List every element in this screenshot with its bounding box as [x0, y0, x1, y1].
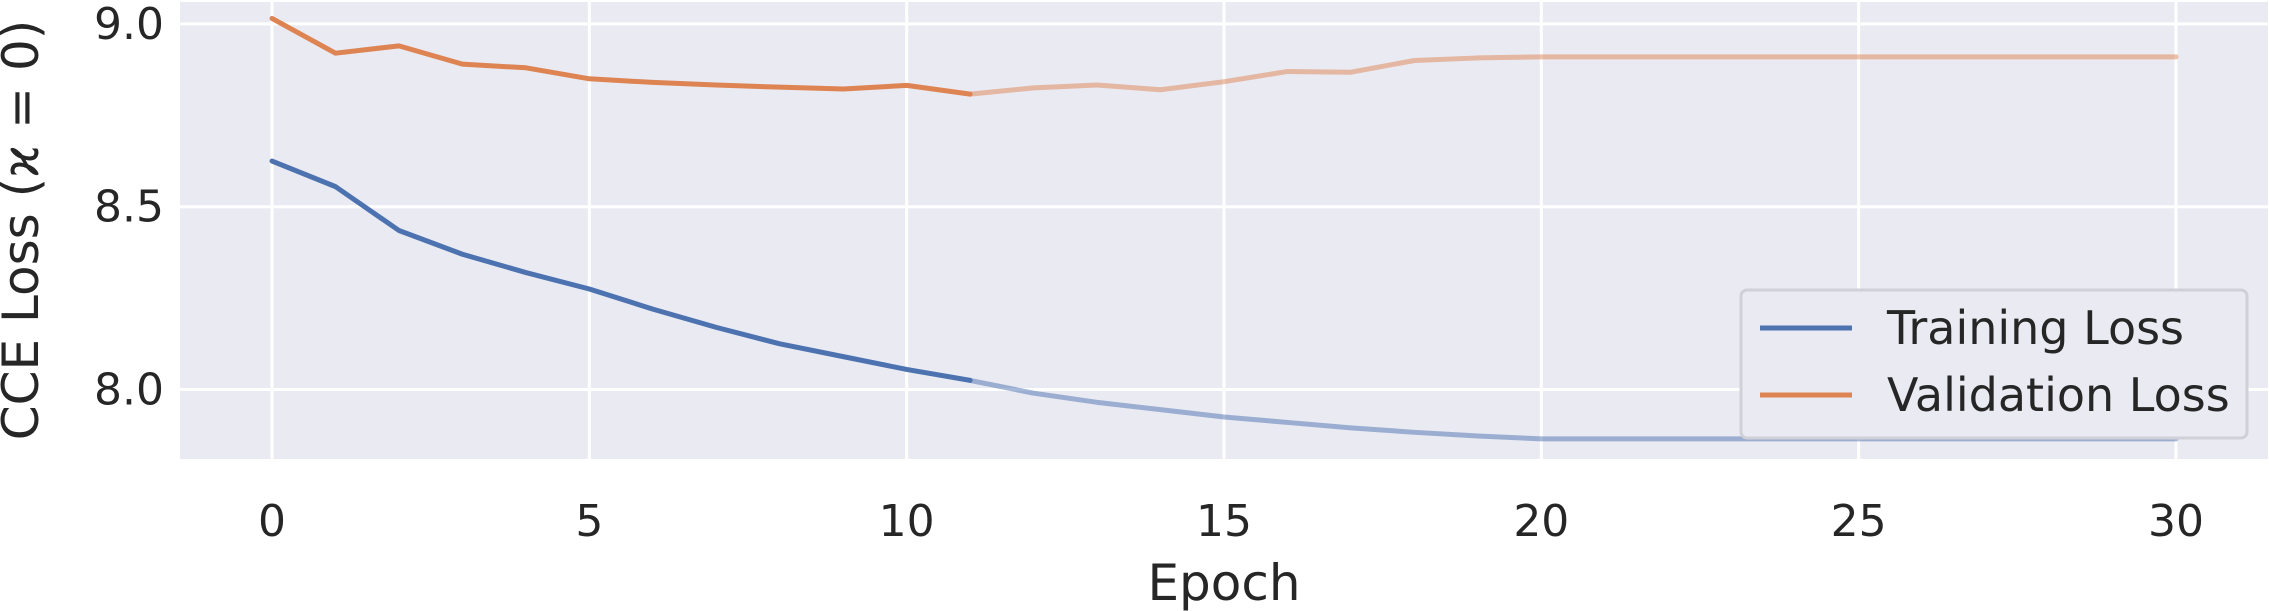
x-tick-label: 30: [2148, 496, 2204, 547]
x-tick-label: 0: [258, 496, 286, 547]
y-tick-label: 8.0: [94, 365, 164, 416]
x-tick-label: 15: [1196, 496, 1252, 547]
grid-lines: [180, 2, 2268, 459]
y-tick-labels: 8.0 8.5 9.0: [94, 0, 164, 416]
x-tick-label: 5: [575, 496, 603, 547]
series-line-validation: [269, 15, 973, 97]
x-tick-label: 25: [1831, 496, 1887, 547]
series-line-training: [269, 158, 973, 383]
x-axis-label: Epoch: [1147, 554, 1300, 611]
series-line-validation-faded: [967, 54, 2179, 97]
x-tick-labels: 0 5 10 15 20 25 30: [258, 496, 2204, 547]
y-tick-label: 9.0: [94, 0, 164, 50]
legend: Training Loss Validation Loss: [1739, 288, 2249, 440]
legend-box: [1739, 288, 2249, 440]
legend-label-training: Training Loss: [1886, 301, 2184, 355]
x-tick-label: 10: [879, 496, 935, 547]
legend-label-validation: Validation Loss: [1887, 368, 2230, 422]
y-axis-label: CCE Loss (ϰ = 0): [0, 20, 50, 441]
x-tick-label: 20: [1513, 496, 1569, 547]
y-tick-label: 8.5: [94, 182, 164, 233]
